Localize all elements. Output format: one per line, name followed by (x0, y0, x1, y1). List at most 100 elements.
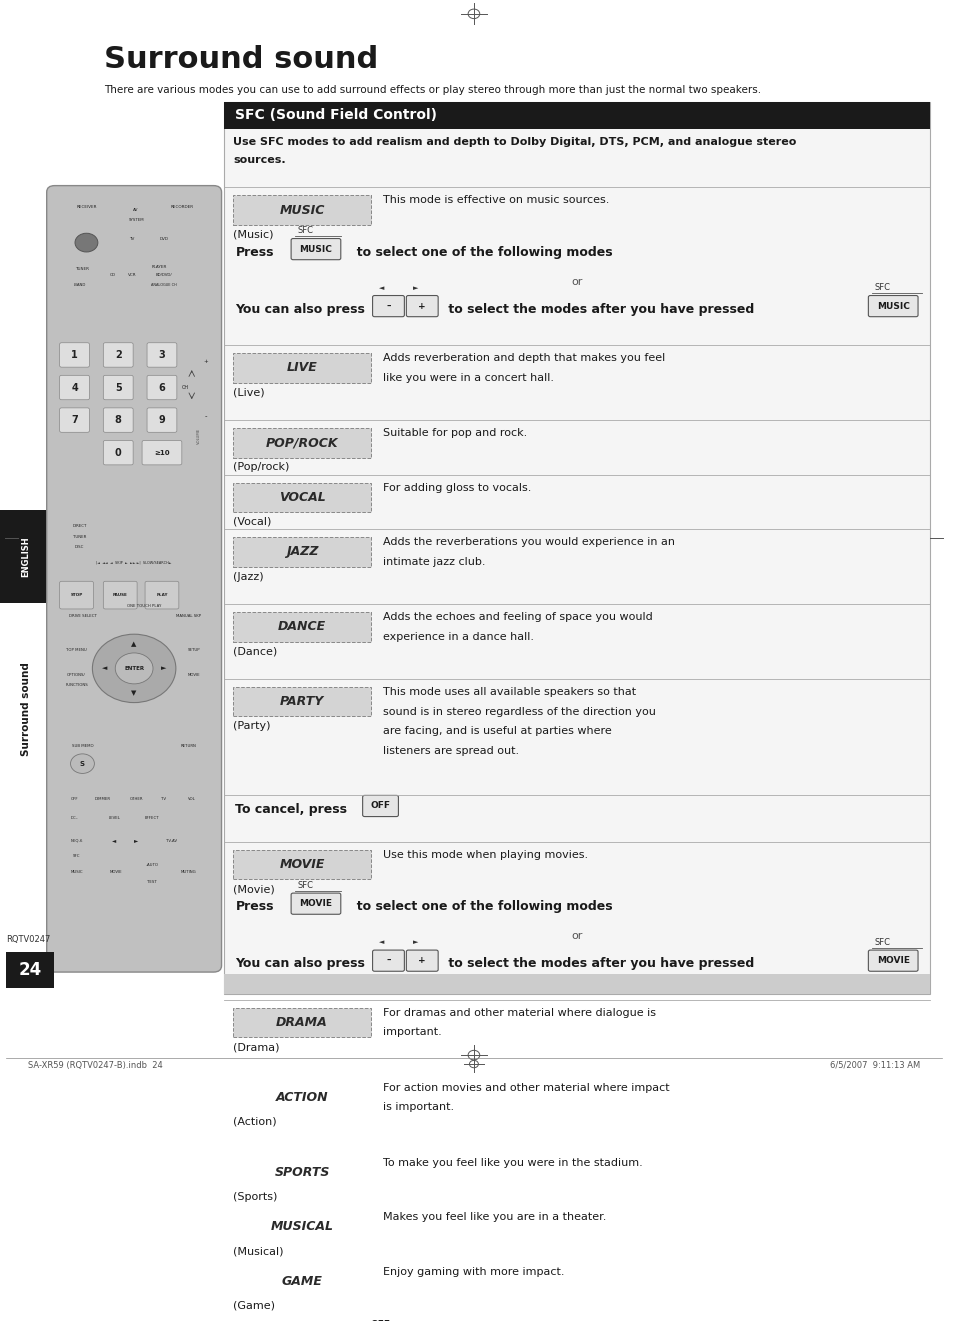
Text: +: + (418, 301, 426, 310)
FancyBboxPatch shape (373, 296, 404, 317)
Text: Makes you feel like you are in a theater.: Makes you feel like you are in a theater… (382, 1213, 605, 1222)
Text: MUSIC: MUSIC (71, 871, 83, 875)
Text: LIVE: LIVE (286, 362, 317, 374)
Text: 2: 2 (114, 350, 121, 359)
Text: VCR: VCR (128, 273, 136, 277)
Text: RECEIVER: RECEIVER (76, 205, 96, 209)
Text: ONE TOUCH PLAY: ONE TOUCH PLAY (127, 604, 161, 608)
Text: 8: 8 (114, 415, 122, 425)
Text: is important.: is important. (382, 1102, 454, 1112)
Text: 24: 24 (18, 960, 41, 979)
Bar (6, 951, 53, 988)
Text: MOVIE: MOVIE (110, 871, 122, 875)
Text: experience in a dance hall.: experience in a dance hall. (382, 631, 533, 642)
Text: VOLUME: VOLUME (196, 428, 200, 444)
Text: DRAMA: DRAMA (275, 1016, 328, 1029)
Text: AV: AV (133, 207, 139, 213)
Text: PLAYER: PLAYER (152, 266, 167, 269)
Text: Surround sound: Surround sound (21, 662, 30, 756)
Text: ►: ► (161, 666, 167, 671)
Bar (233, 1083, 370, 1112)
Text: 1: 1 (71, 350, 78, 359)
FancyBboxPatch shape (103, 581, 137, 609)
Text: TV: TV (130, 238, 134, 242)
Text: For dramas and other material where dialogue is: For dramas and other material where dial… (382, 1008, 655, 1018)
Text: ▲: ▲ (132, 641, 136, 647)
Text: (Party): (Party) (233, 721, 271, 732)
Bar (233, 849, 370, 880)
Text: important.: important. (382, 1028, 441, 1037)
Text: –AUTO: –AUTO (146, 864, 158, 868)
Text: to select the modes after you have pressed: to select the modes after you have press… (444, 958, 754, 971)
Text: SFC: SFC (296, 881, 313, 890)
Text: CH: CH (182, 384, 189, 390)
Text: POP/ROCK: POP/ROCK (266, 436, 338, 449)
Text: TV-AV: TV-AV (166, 839, 177, 843)
Text: SFC: SFC (873, 283, 889, 292)
Text: or: or (571, 931, 582, 942)
Bar (233, 428, 370, 457)
Text: ACTION: ACTION (275, 1091, 328, 1104)
Bar (223, 102, 929, 128)
Text: Enjoy gaming with more impact.: Enjoy gaming with more impact. (382, 1267, 563, 1277)
Text: MOVIE: MOVIE (187, 672, 200, 676)
FancyBboxPatch shape (406, 296, 437, 317)
Text: STOP: STOP (71, 593, 83, 597)
Text: ◄: ◄ (102, 666, 107, 671)
Text: intimate jazz club.: intimate jazz club. (382, 557, 484, 567)
Text: TEST: TEST (147, 880, 156, 884)
Bar (233, 196, 370, 225)
Text: are facing, and is useful at parties where: are facing, and is useful at parties whe… (382, 727, 611, 736)
Text: 4: 4 (71, 383, 78, 392)
FancyBboxPatch shape (291, 893, 340, 914)
Text: For action movies and other material where impact: For action movies and other material whe… (382, 1083, 668, 1092)
Text: There are various modes you can use to add surround effects or play stereo throu: There are various modes you can use to a… (104, 86, 760, 95)
Text: –: – (386, 301, 391, 310)
Text: (Sports): (Sports) (233, 1192, 277, 1202)
Text: MUSICAL: MUSICAL (271, 1221, 334, 1234)
Bar (233, 1008, 370, 1037)
Text: RECORDER: RECORDER (170, 205, 193, 209)
Text: VOL: VOL (188, 797, 195, 801)
Text: sound is in stereo regardless of the direction you: sound is in stereo regardless of the dir… (382, 707, 655, 717)
Text: to select one of the following modes: to select one of the following modes (348, 246, 612, 259)
Text: (Pop/rock): (Pop/rock) (233, 462, 290, 473)
Text: S: S (80, 761, 85, 766)
Text: Use SFC modes to add realism and depth to Dolby Digital, DTS, PCM, and analogue : Use SFC modes to add realism and depth t… (233, 137, 796, 147)
Text: MUSIC: MUSIC (876, 301, 909, 310)
Text: -: - (204, 413, 207, 419)
Text: like you were in a concert hall.: like you were in a concert hall. (382, 373, 553, 383)
Circle shape (92, 634, 175, 703)
Text: VOCAL: VOCAL (278, 491, 325, 503)
Bar (223, 102, 929, 993)
FancyBboxPatch shape (103, 375, 133, 400)
Text: To make you feel like you were in the stadium.: To make you feel like you were in the st… (382, 1157, 641, 1168)
FancyBboxPatch shape (147, 375, 176, 400)
Text: sources.: sources. (233, 156, 286, 165)
Text: ◄: ◄ (378, 939, 384, 946)
FancyBboxPatch shape (145, 581, 178, 609)
FancyBboxPatch shape (59, 581, 93, 609)
Text: GAME: GAME (281, 1275, 322, 1288)
FancyBboxPatch shape (59, 408, 90, 432)
Text: PLAY: PLAY (156, 593, 168, 597)
Text: (Movie): (Movie) (233, 884, 275, 894)
Text: (Dance): (Dance) (233, 646, 277, 657)
Bar (233, 1213, 370, 1242)
Text: OFF: OFF (370, 802, 390, 811)
Text: TOP MENU: TOP MENU (66, 649, 87, 653)
Text: To cancel, press: To cancel, press (235, 803, 352, 816)
Text: MUSIC: MUSIC (279, 203, 324, 217)
FancyBboxPatch shape (142, 440, 182, 465)
Text: SETUP: SETUP (187, 649, 200, 653)
Text: Adds the echoes and feeling of space you would: Adds the echoes and feeling of space you… (382, 612, 652, 622)
Text: OPTIONS/: OPTIONS/ (67, 672, 86, 676)
FancyBboxPatch shape (47, 186, 221, 972)
Text: MANUAL SKP: MANUAL SKP (176, 614, 201, 618)
Text: 5: 5 (114, 383, 121, 392)
Text: ≥10: ≥10 (154, 449, 170, 456)
Text: +: + (203, 359, 208, 365)
Circle shape (115, 653, 152, 684)
FancyBboxPatch shape (103, 342, 133, 367)
FancyBboxPatch shape (291, 239, 340, 260)
